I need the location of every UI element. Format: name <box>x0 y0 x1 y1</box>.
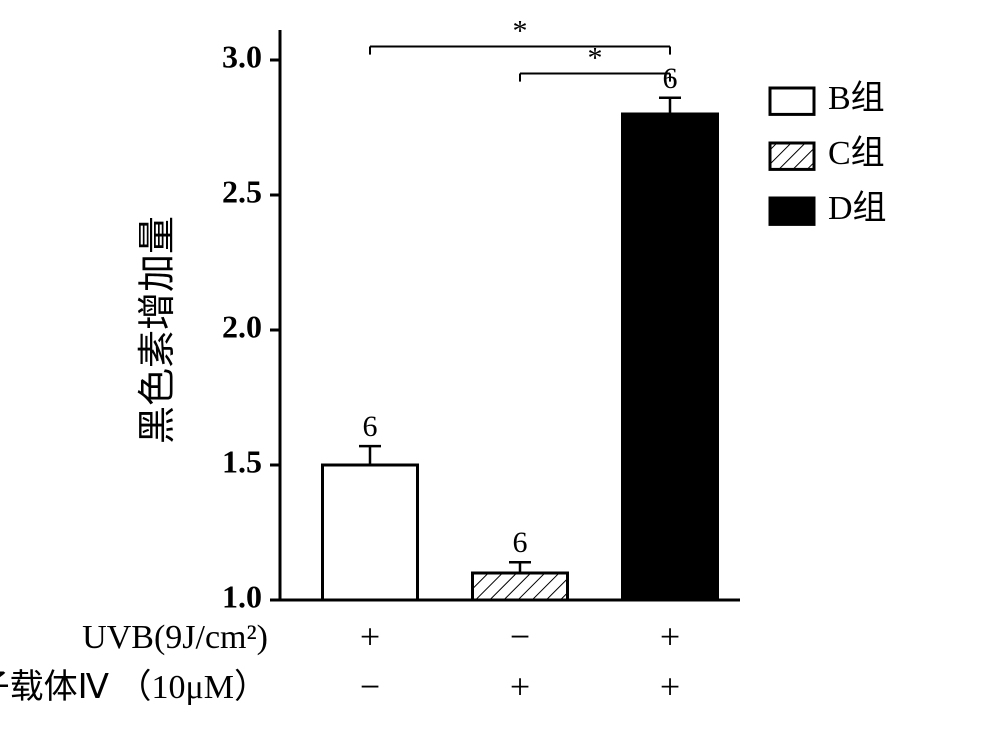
y-tick-label: 1.5 <box>222 443 262 479</box>
significance-star: * <box>588 42 603 75</box>
y-tick-label: 2.5 <box>222 173 262 209</box>
treatment-row-label: 钙离子载体Ⅳ （10μM） <box>0 668 268 706</box>
treatment-value: + <box>660 666 680 706</box>
bar-D组 <box>623 114 718 600</box>
treatment-value: − <box>360 666 380 706</box>
significance-star: * <box>513 15 528 48</box>
bar-B组 <box>323 465 418 600</box>
treatment-row-label: UVB(9J/cm²) <box>82 619 268 656</box>
melanin-bar-chart: 1.01.52.02.53.0黑色素增加量666**B组C组D组UVB(9J/c… <box>0 0 1000 742</box>
y-tick-label: 1.0 <box>222 578 262 614</box>
treatment-value: − <box>510 616 530 656</box>
legend-label: C组 <box>828 134 885 172</box>
y-tick-label: 3.0 <box>222 38 262 74</box>
bar-C组 <box>473 573 568 600</box>
chart-svg: 1.01.52.02.53.0黑色素增加量666**B组C组D组UVB(9J/c… <box>0 0 1000 742</box>
treatment-value: + <box>360 616 380 656</box>
y-axis-label: 黑色素增加量 <box>137 216 179 444</box>
legend-label: D组 <box>828 189 887 227</box>
treatment-value: + <box>660 616 680 656</box>
bar-n-label: 6 <box>363 410 378 443</box>
y-tick-label: 2.0 <box>222 308 262 344</box>
legend-label: B组 <box>828 79 885 117</box>
bar-n-label: 6 <box>513 526 528 559</box>
treatment-value: + <box>510 666 530 706</box>
